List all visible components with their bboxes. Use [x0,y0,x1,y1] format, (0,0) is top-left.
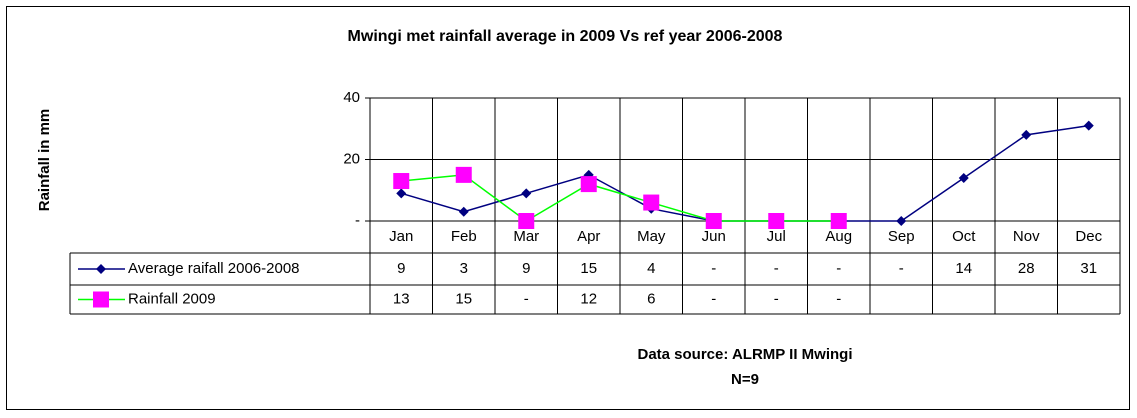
annotation: Data source: ALRMP II Mwingi [637,346,852,363]
data-point [705,213,722,229]
data-point [521,188,532,199]
data-point [768,213,785,229]
data-point [1021,129,1032,140]
y-tick-label: - [355,212,360,229]
data-point [896,216,907,226]
x-tick-label: Oct [952,228,976,245]
table-value: 9 [522,260,530,277]
data-point [518,213,535,229]
x-tick-label: Apr [577,228,600,245]
x-tick-label: Mar [513,228,539,245]
table-value: - [836,290,841,307]
annotation: N=9 [731,371,759,388]
table-value: 13 [393,290,410,307]
x-tick-label: Jun [702,228,726,245]
table-value: 15 [580,260,597,277]
y-axis-label: Rainfall in mm [36,109,53,212]
data-point [580,176,597,193]
x-tick-label: Nov [1013,228,1040,245]
table-value: 15 [455,290,472,307]
x-tick-label: Jul [767,228,786,245]
table-value: - [899,260,904,277]
x-tick-label: Dec [1075,228,1102,245]
chart-frame [6,6,1130,410]
table-value: - [836,260,841,277]
legend-label: Rainfall 2009 [128,290,216,307]
data-point [1083,120,1094,131]
table-value: 12 [580,290,597,307]
table-value: - [524,290,529,307]
table-value: 9 [397,260,405,277]
data-point [96,264,106,274]
data-point [958,172,969,183]
series-line [401,174,839,222]
table-value: - [711,260,716,277]
x-tick-label: Sep [888,228,915,245]
table-value: 6 [647,290,655,307]
table-value: 14 [955,260,972,277]
table-value: 4 [647,260,655,277]
table-value: 31 [1080,260,1097,277]
x-tick-label: Feb [451,228,477,245]
data-point [643,194,660,211]
y-tick-label: 40 [343,89,360,106]
chart-title: Mwingi met rainfall average in 2009 Vs r… [348,28,783,45]
table-value: - [774,290,779,307]
table-value: 3 [460,260,468,277]
data-point [455,166,472,183]
data-point [93,291,109,308]
x-tick-label: May [637,228,666,245]
x-tick-label: Jan [389,228,413,245]
data-point [393,173,410,190]
data-point [830,213,847,229]
data-point [396,188,407,199]
x-tick-label: Aug [825,228,852,245]
table-value: - [774,260,779,277]
legend-label: Average raifall 2006-2008 [128,260,300,277]
data-point [458,206,469,217]
table-value: - [711,290,716,307]
table-value: 28 [1018,260,1035,277]
y-tick-label: 20 [343,150,360,167]
